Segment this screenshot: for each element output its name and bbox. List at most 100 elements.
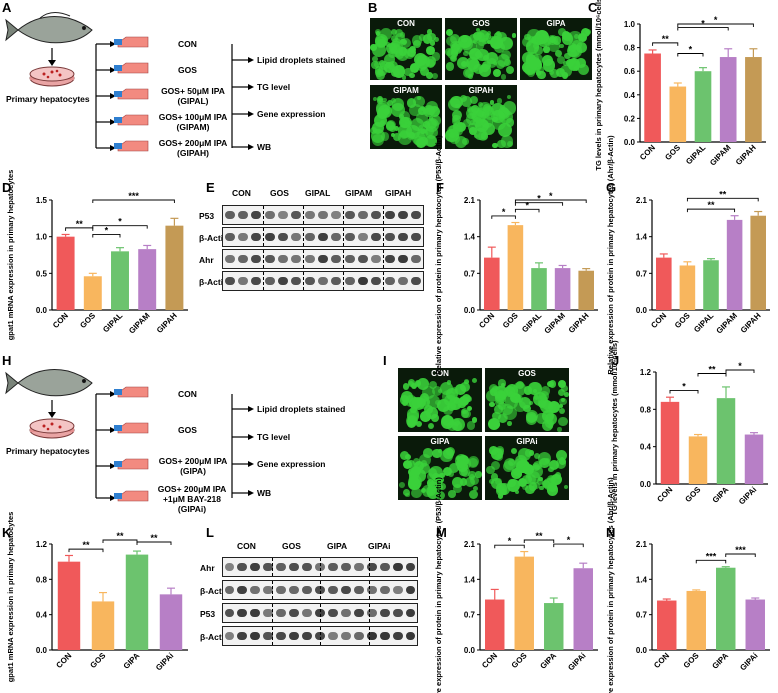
petri-dish-icon-h bbox=[29, 418, 75, 439]
x-tick-label: GOS bbox=[663, 143, 682, 162]
significance-label: * bbox=[689, 45, 693, 55]
x-tick-label: GIPAM bbox=[708, 143, 733, 168]
blot-e-group-1: GOS bbox=[270, 188, 289, 198]
chart-k-ylabel: gpat1 mRNA expression in primary hepatoc… bbox=[6, 512, 15, 683]
significance-bracket bbox=[725, 369, 755, 373]
design-h-source: Primary hepatocytes bbox=[6, 446, 90, 456]
panel-letter-g: G bbox=[606, 180, 617, 195]
significance-bracket bbox=[677, 23, 754, 27]
bar-con bbox=[485, 599, 505, 650]
design-h-outcome-0: Lipid droplets stained bbox=[257, 404, 346, 414]
significance-bracket bbox=[697, 373, 727, 377]
x-tick-label: GIPAM bbox=[127, 311, 152, 336]
significance-label: * bbox=[567, 535, 571, 545]
y-tick-label: 1.0 bbox=[624, 20, 636, 29]
bar-gipa bbox=[716, 398, 736, 484]
x-tick-label: GIPA bbox=[122, 651, 142, 671]
y-tick-label: 0.7 bbox=[464, 611, 476, 620]
significance-label: ** bbox=[707, 200, 715, 210]
blot-e-group-3: GIPAM bbox=[345, 188, 373, 198]
bar-con bbox=[656, 257, 672, 310]
bar-con bbox=[57, 561, 81, 650]
design-a-outcome-1: TG level bbox=[257, 82, 291, 92]
x-tick-label: GIPAM bbox=[543, 311, 568, 336]
design-a-source: Primary hepatocytes bbox=[6, 94, 90, 104]
x-tick-label: GIPAM bbox=[715, 311, 740, 336]
significance-bracket bbox=[553, 543, 584, 548]
significance-bracket bbox=[677, 27, 729, 31]
significance-label: ** bbox=[150, 533, 158, 543]
bar-gipai bbox=[745, 599, 765, 650]
y-tick-label: 1.5 bbox=[36, 196, 48, 205]
blot-l-group-1: GOS bbox=[282, 541, 301, 551]
blot-e-band-0 bbox=[222, 205, 424, 225]
significance-label: * bbox=[525, 200, 529, 210]
chart-n-ylabel: Relative expression of protein in primar… bbox=[606, 477, 615, 693]
bar-gipam bbox=[726, 219, 743, 310]
bar-gipah bbox=[750, 215, 766, 310]
bar-gos bbox=[686, 590, 706, 650]
panel-letter-n: N bbox=[606, 525, 616, 540]
chart-j-ylabel: TG levels in primary hepatocytes (mmol/1… bbox=[610, 340, 619, 516]
design-h-outcome-3: WB bbox=[257, 488, 272, 498]
panel-letter-d: D bbox=[2, 180, 12, 195]
significance-label: * bbox=[682, 381, 686, 391]
design-a-outcome-3: WB bbox=[257, 142, 272, 152]
micrograph-b-gipa: GIPA bbox=[520, 18, 592, 80]
tilapia-icon-a bbox=[5, 12, 93, 44]
design-a-outcome-2: Gene expression bbox=[257, 109, 326, 119]
bar-con bbox=[644, 53, 661, 142]
design-a-group-3: GOS+ 100μM IPA (GIPAM) bbox=[158, 112, 228, 132]
blot-e-band-2 bbox=[222, 249, 424, 269]
x-tick-label: GIPAi bbox=[154, 651, 175, 672]
flask-icons-h bbox=[114, 386, 149, 502]
y-tick-label: 2.1 bbox=[464, 196, 476, 205]
x-tick-label: GIPAL bbox=[692, 311, 715, 334]
chart-m-ylabel: Relative expression of protein in primar… bbox=[434, 477, 443, 693]
blot-l-band-0 bbox=[222, 557, 418, 577]
significance-label: * bbox=[549, 191, 553, 201]
y-tick-label: 0.4 bbox=[624, 91, 636, 100]
design-a-group-1: GOS bbox=[178, 65, 197, 75]
design-h-group-1: GOS bbox=[178, 425, 197, 435]
x-tick-label: GIPAH bbox=[734, 143, 758, 167]
x-tick-label: GIPAL bbox=[684, 143, 707, 166]
blot-e-row-0: P53 bbox=[199, 211, 215, 221]
flask-icons-a bbox=[114, 36, 149, 152]
y-tick-label: 0.0 bbox=[640, 480, 652, 489]
significance-bracket bbox=[92, 225, 148, 229]
significance-bracket bbox=[652, 42, 679, 46]
micrograph-i-gipai: GIPAi bbox=[485, 436, 569, 500]
x-tick-label: CON bbox=[477, 311, 496, 330]
significance-bracket bbox=[65, 227, 94, 231]
bar-con bbox=[660, 401, 680, 484]
panel-letter-e: E bbox=[206, 180, 215, 195]
y-tick-label: 0.0 bbox=[464, 646, 476, 655]
bar-gipa bbox=[125, 554, 149, 650]
y-tick-label: 2.1 bbox=[464, 540, 476, 549]
blot-l-band-1 bbox=[222, 580, 418, 600]
y-tick-label: 2.1 bbox=[636, 540, 648, 549]
y-tick-label: 0.7 bbox=[636, 269, 648, 278]
x-tick-label: CON bbox=[638, 143, 657, 162]
x-tick-label: CON bbox=[652, 651, 671, 670]
chart-m: Relative expression of protein in primar… bbox=[434, 477, 598, 693]
y-tick-label: 1.4 bbox=[636, 575, 648, 584]
bar-gipah bbox=[165, 225, 184, 310]
y-tick-label: 1.4 bbox=[636, 233, 648, 242]
y-tick-label: 0.0 bbox=[464, 306, 476, 315]
micrograph-b-con: CON bbox=[370, 18, 442, 80]
design-a-group-2: GOS+ 50μM IPA (GIPAL) bbox=[161, 86, 225, 106]
blot-l-group-0: CON bbox=[237, 541, 256, 551]
y-tick-label: 0.2 bbox=[624, 114, 636, 123]
significance-label: ** bbox=[719, 189, 727, 199]
design-h-group-2: GOS+ 200μM IPA (GIPA) bbox=[158, 456, 228, 476]
bar-gos bbox=[514, 556, 534, 650]
y-tick-label: 0.6 bbox=[624, 67, 636, 76]
significance-bracket bbox=[514, 202, 564, 206]
x-tick-label: GIPA bbox=[711, 485, 731, 505]
significance-bracket bbox=[136, 541, 172, 545]
blot-e-row-2: Ahr bbox=[199, 255, 214, 265]
significance-bracket bbox=[669, 390, 699, 394]
